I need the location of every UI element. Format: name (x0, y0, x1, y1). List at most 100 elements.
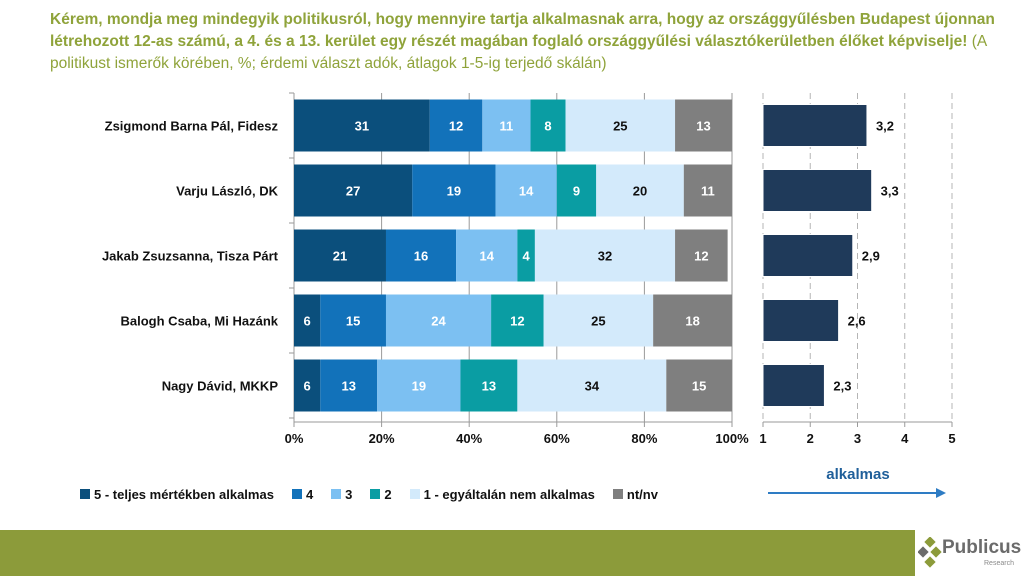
legend-item: 1 - egyáltalán nem alkalmas (409, 486, 595, 502)
footer-bar (0, 530, 915, 576)
avg-label: 2,6 (848, 314, 866, 329)
legend-item: 2 (370, 486, 392, 502)
category-label: Jakab Zsuzsanna, Tisza Párt (102, 249, 279, 264)
bar-segment (675, 229, 728, 282)
avg-bar (762, 299, 840, 342)
data-label: 25 (591, 314, 605, 329)
bar-segment (294, 99, 430, 152)
x-tick-label: 5 (948, 431, 955, 446)
legend-label: 1 - egyáltalán nem alkalmas (423, 486, 595, 502)
bar-segment (460, 359, 518, 412)
bar-segment (456, 229, 518, 282)
data-label: 20 (633, 184, 647, 199)
avg-bar (762, 364, 825, 407)
bar-segment (377, 359, 461, 412)
x-tick-label: 0% (285, 431, 304, 446)
bar-segment (482, 99, 531, 152)
data-label: 13 (342, 379, 356, 394)
data-label: 19 (447, 184, 461, 199)
data-label: 13 (482, 379, 496, 394)
data-label: 12 (694, 249, 708, 264)
bar-segment (491, 294, 544, 347)
bar-segment (517, 229, 535, 282)
x-tick-label: 2 (807, 431, 814, 446)
data-label: 24 (431, 314, 446, 329)
data-label: 11 (701, 184, 715, 199)
data-label: 6 (304, 314, 311, 329)
x-tick-label: 20% (369, 431, 395, 446)
avg-label: 3,2 (876, 119, 894, 134)
data-label: 11 (500, 119, 514, 134)
bar-segment (543, 294, 654, 347)
data-label: 16 (414, 249, 428, 264)
data-label: 15 (692, 379, 706, 394)
x-tick-label: 1 (759, 431, 766, 446)
x-tick-label: 100% (715, 431, 749, 446)
data-label: 18 (685, 314, 699, 329)
bar-segment (429, 99, 483, 152)
x-tick-label: 40% (456, 431, 482, 446)
category-label: Zsigmond Barna Pál, Fidesz (105, 119, 279, 134)
legend-label: nt/nv (626, 486, 658, 502)
data-label: 12 (449, 119, 463, 134)
avg-bar (762, 104, 868, 147)
bar-segment (294, 294, 321, 347)
logo-sub: Research (984, 560, 1014, 567)
x-tick-label: 4 (901, 431, 909, 446)
data-label: 4 (523, 249, 531, 264)
category-label: Varju László, DK (176, 184, 278, 199)
data-label: 14 (479, 249, 494, 264)
legend-label: 5 - teljes mértékben alkalmas (94, 486, 274, 502)
data-label: 31 (355, 119, 369, 134)
bar-segment (683, 164, 732, 217)
legend-label: 4 (305, 486, 314, 502)
bar-segment (530, 99, 566, 152)
data-label: 9 (573, 184, 580, 199)
x-tick-label: 80% (631, 431, 657, 446)
data-label: 32 (598, 249, 612, 264)
avg-label: 2,3 (833, 379, 851, 394)
legend-swatch (409, 489, 420, 499)
avg-label: 3,3 (881, 184, 899, 199)
publicus-logo: Publicus Research (918, 535, 1022, 575)
logo-mark-icon (918, 537, 942, 568)
bar-segment (666, 359, 732, 412)
data-label: 15 (346, 314, 360, 329)
bar-segment (675, 99, 732, 152)
legend-label: 3 (345, 486, 353, 502)
data-label: 13 (696, 119, 710, 134)
bar-segment (320, 359, 378, 412)
arrow-label: alkalmas (826, 466, 890, 483)
data-label: 34 (585, 379, 600, 394)
bar-segment (385, 294, 492, 347)
data-label: 21 (333, 249, 347, 264)
data-label: 27 (346, 184, 360, 199)
legend-swatch (291, 489, 302, 499)
bar-segment (556, 164, 597, 217)
bar-segment (596, 164, 684, 217)
bar-segment (320, 294, 386, 347)
chart-title: Kérem, mondja meg mindegyik politikusról… (50, 9, 1010, 75)
legend-label: 2 (384, 486, 392, 502)
logo-word: Publicus (942, 537, 1022, 558)
avg-label: 2,9 (862, 249, 880, 264)
legend-item: 3 (331, 487, 352, 502)
bar-segment (385, 229, 457, 282)
bar-segment (534, 229, 676, 282)
arrow-head-icon (936, 488, 946, 498)
category-label: Nagy Dávid, MKKP (162, 379, 279, 394)
bar-segment (412, 164, 496, 217)
legend: 5 - teljes mértékben alkalmas 4 3 2 1 - egyá… (80, 484, 676, 504)
legend-swatch (370, 489, 381, 499)
data-label: 6 (304, 379, 311, 394)
data-label: 19 (412, 379, 426, 394)
x-tick-label: 60% (544, 431, 570, 446)
bar-segment (517, 359, 667, 412)
category-label: Balogh Csaba, Mi Hazánk (121, 314, 279, 329)
legend-swatch (80, 489, 90, 499)
bar-segment (294, 229, 386, 282)
legend-swatch (331, 489, 342, 499)
data-label: 14 (519, 184, 534, 199)
data-label: 12 (510, 314, 524, 329)
